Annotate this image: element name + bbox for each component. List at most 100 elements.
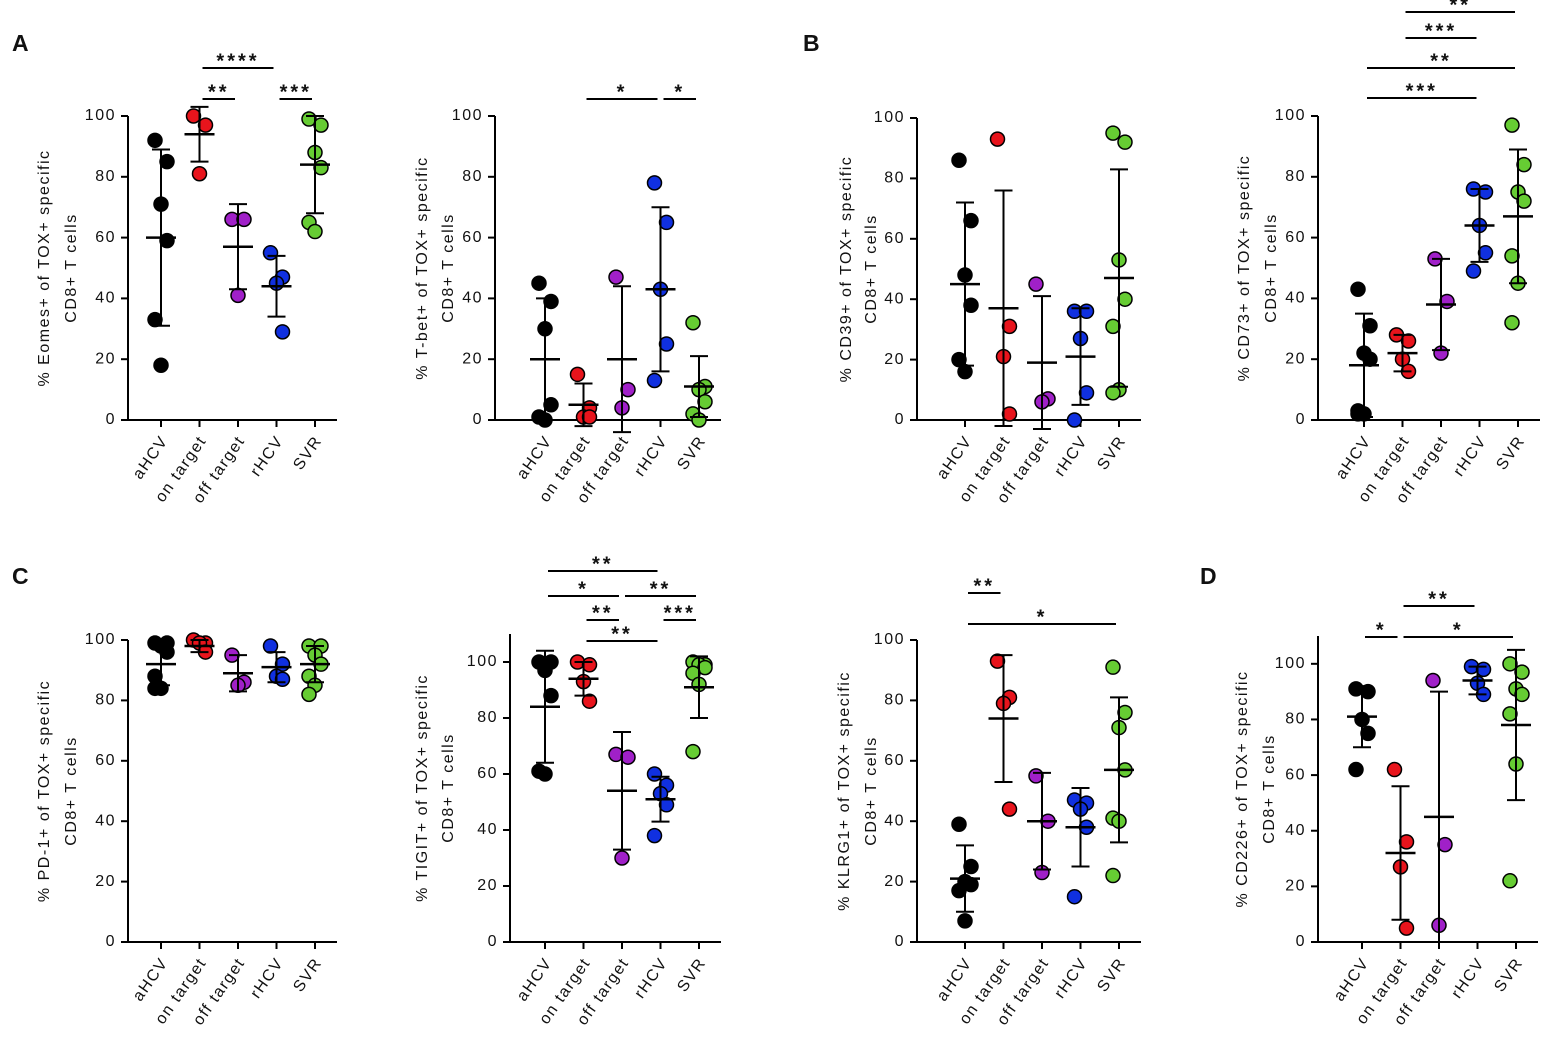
data-point xyxy=(581,409,598,425)
y-tick-label: 80 xyxy=(462,168,483,185)
y-tick-label: 0 xyxy=(895,411,905,428)
x-tick-label: rHCV xyxy=(1448,955,1488,1002)
data-point xyxy=(1502,873,1518,889)
data-point xyxy=(963,297,979,313)
data-point xyxy=(1475,661,1492,678)
chart-panel: % T-bet+ of TOX+ specific CD8+ T cells 0 20… xyxy=(414,81,721,507)
y-tick-label: 0 xyxy=(1296,411,1306,428)
data-point xyxy=(646,827,663,844)
data-point xyxy=(951,152,967,169)
x-tick-label: SVR xyxy=(674,955,709,995)
y-tick-label: 0 xyxy=(106,411,116,428)
data-point xyxy=(159,153,175,170)
x-tick-label: aHCV xyxy=(934,433,976,483)
significance-label: *** xyxy=(664,602,696,624)
y-tick-label: 0 xyxy=(473,411,483,428)
y-tick-label: 40 xyxy=(95,290,116,307)
data-point xyxy=(1350,281,1366,298)
y-axis-label: % CD226+ of TOX+ specific xyxy=(1234,670,1251,907)
data-point xyxy=(147,680,163,697)
data-point xyxy=(1400,333,1417,349)
chart-panel: C % PD-1+ of TOX+ specific CD8+ T cells 0 20… xyxy=(12,563,337,1029)
data-point xyxy=(153,357,169,374)
data-point xyxy=(1117,291,1133,307)
x-tick-label: SVR xyxy=(1493,433,1528,473)
significance-label: ** xyxy=(1430,50,1452,72)
y-tick-label: 100 xyxy=(452,107,483,124)
chart-panel: D % CD226+ of TOX+ specific CD8+ T cells 0 2… xyxy=(1200,563,1538,1029)
x-tick-label: aHCV xyxy=(1333,433,1375,483)
y-axis-label: % T-bet+ of TOX+ specific xyxy=(414,156,431,379)
data-point xyxy=(147,311,163,328)
data-point xyxy=(1105,867,1121,884)
y-tick-label: 40 xyxy=(884,290,905,307)
y-tick-label: 80 xyxy=(1285,711,1306,728)
x-tick-label: aHCV xyxy=(514,955,556,1005)
y-tick-label: 60 xyxy=(477,765,498,782)
y-tick-label: 80 xyxy=(1285,168,1306,185)
x-tick-label: rHCV xyxy=(247,955,287,1002)
data-point xyxy=(1504,117,1520,133)
data-point xyxy=(313,117,329,133)
data-point xyxy=(1360,725,1376,742)
y-tick-label: 80 xyxy=(95,168,116,185)
x-tick-label: SVR xyxy=(1491,955,1526,995)
significance-label: * xyxy=(674,81,685,103)
data-point xyxy=(685,314,701,331)
y-tick-label: 20 xyxy=(462,350,483,367)
data-point xyxy=(1477,245,1494,261)
data-point xyxy=(1502,656,1518,672)
data-point xyxy=(1105,385,1121,401)
y-axis-label: CD8+ T cells xyxy=(63,213,80,322)
y-tick-label: 40 xyxy=(1285,290,1306,307)
data-point xyxy=(1502,706,1518,722)
data-point xyxy=(658,214,675,231)
y-axis-label: CD8+ T cells xyxy=(863,736,880,845)
chart-panel: B % CD39+ of TOX+ specific CD8+ T cells 0 20… xyxy=(803,30,1141,507)
data-point xyxy=(1504,314,1520,331)
significance-label: *** xyxy=(280,81,312,103)
y-tick-label: 80 xyxy=(95,692,116,709)
data-point xyxy=(581,657,598,673)
data-point xyxy=(1028,768,1044,784)
panel-label: B xyxy=(803,30,820,56)
x-tick-label: aHCV xyxy=(130,955,172,1005)
chart-panel: % CD73+ of TOX+ specific CD8+ T cells 0 20 4… xyxy=(1236,0,1540,507)
x-tick-label: SVR xyxy=(1094,955,1129,995)
y-tick-label: 20 xyxy=(95,873,116,890)
data-point xyxy=(1504,248,1520,264)
data-point xyxy=(569,366,586,383)
data-point xyxy=(543,293,559,310)
data-point xyxy=(301,686,317,703)
y-tick-label: 40 xyxy=(477,821,498,838)
data-point xyxy=(159,232,175,249)
y-tick-label: 20 xyxy=(477,877,498,894)
data-point xyxy=(313,159,329,176)
y-tick-label: 100 xyxy=(85,631,116,648)
data-point xyxy=(1001,406,1018,422)
y-tick-label: 60 xyxy=(95,752,116,769)
y-axis-label: % TIGIT+ of TOX+ specific xyxy=(414,674,431,902)
data-point xyxy=(1439,293,1455,310)
y-axis-label: % CD73+ of TOX+ specific xyxy=(1236,155,1253,382)
panel-label: C xyxy=(12,563,29,589)
data-point xyxy=(307,223,323,240)
significance-label: * xyxy=(617,81,628,103)
data-point xyxy=(1001,318,1018,335)
significance-label: ** xyxy=(650,578,672,600)
x-tick-label: rHCV xyxy=(631,433,671,480)
x-tick-label: aHCV xyxy=(130,433,172,483)
data-point xyxy=(1425,672,1441,689)
data-point xyxy=(951,816,967,832)
data-point xyxy=(1386,761,1403,778)
y-tick-label: 80 xyxy=(477,709,498,726)
y-tick-label: 100 xyxy=(874,109,905,126)
y-tick-label: 80 xyxy=(884,692,905,709)
significance-label: ** xyxy=(592,602,614,624)
data-point xyxy=(1105,318,1121,335)
data-point xyxy=(543,397,559,413)
chart-panel: % KLRG1+ of TOX+ specific CD8+ T cells 0 20… xyxy=(836,575,1141,1029)
data-point xyxy=(1105,659,1121,675)
data-point xyxy=(1516,156,1532,173)
